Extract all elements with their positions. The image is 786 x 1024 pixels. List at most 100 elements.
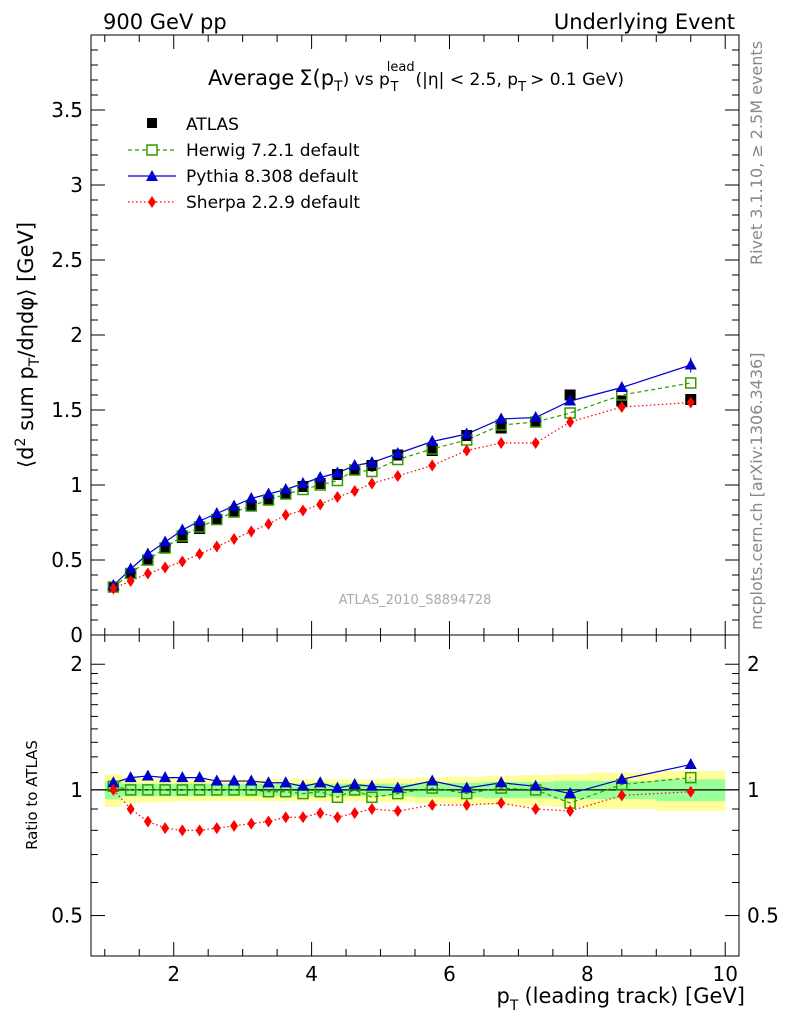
data-point-triangle [391, 447, 404, 458]
data-point-open-square [684, 377, 697, 389]
data-point-diamond [230, 533, 239, 545]
ratio-point-open-square [193, 784, 206, 796]
header-analysis-label: Underlying Event [554, 10, 735, 34]
ratio-point-diamond [212, 822, 221, 835]
ratio-point-triangle [262, 776, 275, 788]
title-sigma: Σ(p [299, 66, 334, 90]
data-point-diamond [367, 477, 376, 490]
ratio-point-diamond [393, 805, 402, 818]
ratio-point-triangle [176, 771, 189, 783]
ratio-point-open-square [684, 771, 697, 784]
data-point-square [426, 445, 438, 456]
ratio-point-triangle [141, 769, 154, 781]
legend-label-pythia: Pythia 8.308 default [186, 167, 359, 187]
main-y-tick-label: 0.5 [51, 548, 83, 572]
data-point-square [176, 532, 188, 543]
ratio-panel-frame [90, 634, 740, 957]
ratio-line-2 [112, 789, 691, 831]
mcplots-label: mcplots.cern.ch [arXiv:1306.3436] [747, 353, 766, 630]
data-point-diamond [462, 444, 471, 457]
data-point-triangle [365, 456, 378, 467]
x-tick-label: 10 [712, 962, 737, 986]
data-point-triangle [529, 411, 542, 422]
data-point-diamond [281, 509, 290, 521]
main-panel: 00.511.522.533.5 Average Σ(pT) vs plead T(… [13, 34, 740, 647]
data-point-diamond [247, 525, 256, 538]
data-point-triangle [176, 523, 189, 535]
ratio-point-diamond [462, 799, 471, 812]
data-point-diamond [350, 485, 359, 497]
ratio-y-tick-label-right: 1 [747, 778, 760, 802]
data-point-diamond [428, 459, 437, 472]
data-point-triangle [331, 466, 344, 478]
ratio-point-diamond [264, 815, 273, 828]
data-point-triangle [210, 507, 223, 518]
data-point-triangle [495, 412, 508, 424]
title-average: Average [208, 66, 294, 90]
legend-marker-pythia [146, 170, 158, 181]
ratio-point-triangle [529, 779, 542, 791]
ratio-point-triangle [564, 787, 577, 799]
ratio-point-triangle [228, 774, 241, 786]
ratio-point-triangle [314, 776, 327, 788]
ylabel-part-b: sum p [14, 366, 38, 437]
ratio-point-triangle [348, 778, 361, 790]
plot-title: Average Σ(pT) vs plead T (|η| < 2.5, pT > 0.… [208, 60, 624, 95]
ratio-point-open-square [366, 791, 378, 804]
ratio-point-diamond [247, 817, 256, 830]
ratio-y-tick-label: 2 [70, 652, 83, 676]
ratio-point-triangle [124, 771, 137, 783]
main-y-tick-label: 2 [70, 323, 83, 347]
ratio-point-open-square [176, 784, 189, 796]
data-point-square [194, 523, 206, 534]
ratio-point-diamond [195, 824, 204, 837]
ratio-point-triangle [331, 781, 344, 793]
xlabel-p: p [497, 984, 510, 1008]
ratio-y-tick-label: 1 [70, 778, 83, 802]
ratio-point-triangle [210, 774, 223, 786]
ratio-point-diamond [497, 797, 506, 810]
data-point-triangle [296, 477, 309, 488]
ratio-point-diamond [333, 811, 342, 824]
x-tick-label: 8 [581, 962, 594, 986]
data-point-square [495, 422, 507, 434]
data-point-triangle [426, 435, 439, 446]
title-vs: ) vs p [343, 70, 390, 90]
data-point-triangle [141, 547, 154, 559]
ylabel-part-c: /dηdφ⟩ [GeV] [14, 222, 38, 358]
data-point-diamond [161, 561, 170, 574]
legend-label-sherpa: Sherpa 2.2.9 default [186, 193, 360, 213]
main-y-axis-label: ⟨d2 sum pT/dηdφ⟩ [GeV] [13, 222, 43, 468]
title-sigma-sub: T [333, 79, 343, 95]
ratio-point-diamond [367, 802, 376, 815]
ratio-point-diamond [566, 805, 575, 818]
ratio-point-triangle [615, 772, 628, 784]
data-point-diamond [497, 437, 506, 449]
ratio-point-diamond [143, 815, 152, 828]
data-point-diamond [178, 555, 187, 568]
ratio-point-diamond [686, 785, 695, 798]
ylabel-sup: 2 [13, 438, 29, 447]
data-point-diamond [298, 504, 307, 517]
ratio-point-triangle [193, 771, 206, 783]
rivet-version-label: Rivet 3.1.10, ≥ 2.5M events [747, 41, 766, 265]
data-point-triangle [460, 427, 473, 439]
ylabel-sub: T [27, 357, 43, 367]
ratio-point-diamond [531, 802, 540, 815]
ratio-point-diamond [109, 783, 118, 796]
data-point-diamond [195, 548, 204, 560]
ratio-point-diamond [316, 807, 325, 820]
main-y-tick-label: 1.5 [51, 398, 83, 422]
ratio-y-axis-label: Ratio to ATLAS [23, 740, 41, 850]
series-line-3 [113, 401, 691, 590]
data-point-diamond [686, 396, 695, 409]
ratio-point-triangle [159, 771, 172, 783]
data-point-diamond [316, 498, 325, 511]
ratio-y-tick-label-right: 0.5 [747, 904, 779, 928]
data-point-square [142, 554, 154, 566]
ratio-point-diamond [161, 822, 170, 835]
series-line-1 [113, 382, 691, 588]
data-point-diamond [143, 567, 152, 580]
ratio-panel: 2 4 6 8 10 0.5 0.5 1 1 2 2 Ratio to ATLAS [23, 634, 779, 986]
